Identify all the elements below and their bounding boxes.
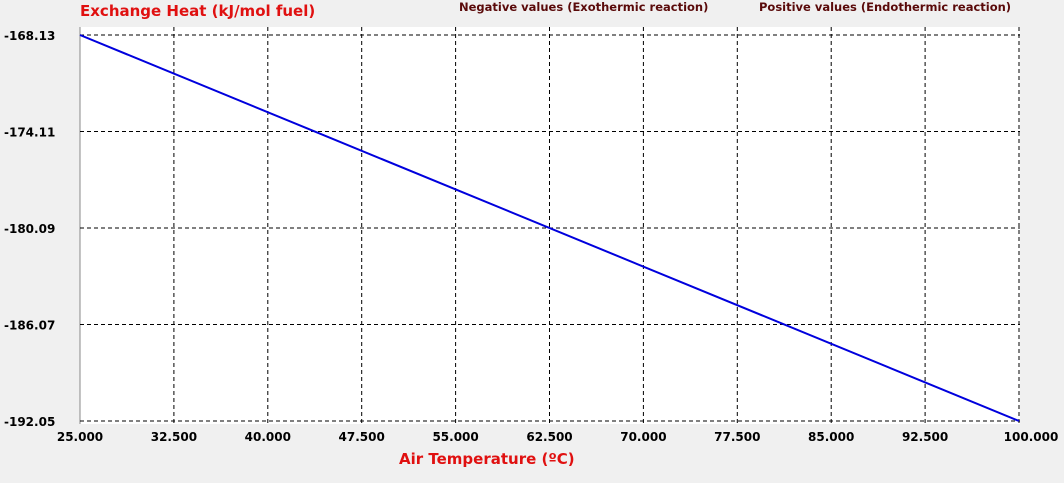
y-tick-label: -192.05 (4, 415, 55, 429)
x-tick-label: 25.000 (57, 430, 103, 444)
y-tick-label: -168.13 (4, 29, 55, 43)
x-tick-label: 70.000 (620, 430, 666, 444)
x-axis-title: Air Temperature (ºC) (399, 450, 575, 468)
x-tick-label: 47.500 (339, 430, 385, 444)
y-tick-label: -186.07 (4, 319, 55, 333)
x-tick-label: 100.000 (1004, 430, 1059, 444)
positive-values-note: Positive values (Endothermic reaction) (759, 0, 1012, 14)
y-axis-title: Exchange Heat (kJ/mol fuel) (80, 2, 316, 20)
x-tick-label: 55.000 (432, 430, 478, 444)
x-tick-label: 77.500 (714, 430, 760, 444)
negative-values-note: Negative values (Exothermic reaction) (459, 0, 709, 14)
x-tick-label: 32.500 (151, 430, 197, 444)
x-tick-label: 85.000 (808, 430, 854, 444)
data-line (79, 34, 1020, 422)
x-tick-label: 92.500 (902, 430, 948, 444)
x-tick-label: 40.000 (245, 430, 291, 444)
x-tick-label: 62.500 (526, 430, 572, 444)
y-tick-label: -180.09 (4, 222, 55, 236)
y-tick-label: -174.11 (4, 126, 55, 140)
